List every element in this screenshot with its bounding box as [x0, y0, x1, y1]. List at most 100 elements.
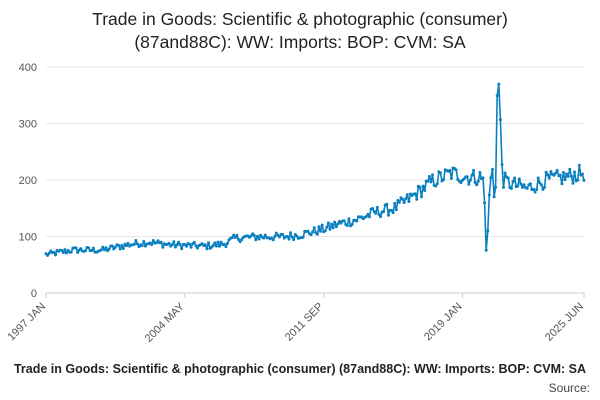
data-point	[454, 168, 458, 172]
data-point	[46, 253, 50, 257]
data-point	[180, 247, 184, 251]
data-point	[203, 243, 207, 247]
data-point	[151, 239, 155, 242]
data-point	[102, 248, 106, 252]
data-point	[374, 211, 378, 215]
data-point	[101, 245, 105, 249]
x-tick-label: 2004 MAY	[143, 300, 188, 345]
data-point	[254, 238, 258, 242]
data-point	[487, 193, 491, 197]
data-point	[413, 192, 417, 196]
data-point	[117, 243, 121, 247]
data-point	[554, 171, 558, 175]
data-point	[580, 172, 584, 176]
data-point	[427, 175, 431, 178]
data-point	[159, 240, 163, 244]
y-tick-label: 100	[19, 232, 37, 244]
data-point	[511, 180, 515, 184]
data-point	[492, 195, 496, 199]
data-point	[290, 235, 294, 239]
data-point	[178, 243, 182, 246]
data-point	[175, 243, 179, 247]
data-point	[184, 244, 188, 248]
data-point	[312, 226, 316, 230]
chart-title-line-1: Trade in Goods: Scientific & photographi…	[92, 9, 508, 29]
data-point	[342, 219, 346, 223]
data-point	[328, 227, 332, 231]
data-point	[336, 222, 340, 226]
data-point	[407, 200, 411, 203]
data-point	[431, 173, 434, 177]
data-point	[91, 246, 95, 250]
data-point	[506, 176, 510, 180]
data-point	[125, 244, 128, 248]
data-point	[65, 251, 68, 255]
data-point	[311, 230, 315, 234]
data-point	[230, 236, 234, 240]
data-point	[319, 229, 322, 233]
data-point	[216, 240, 220, 244]
data-point	[118, 247, 122, 251]
data-point	[470, 173, 474, 177]
data-point	[345, 224, 349, 227]
data-point	[255, 234, 259, 238]
data-point	[494, 185, 498, 189]
data-point	[549, 170, 553, 173]
y-tick-label: 400	[19, 62, 37, 74]
data-point	[262, 236, 266, 240]
data-point	[426, 179, 430, 183]
data-point	[371, 207, 375, 210]
data-point	[350, 223, 354, 226]
data-point	[121, 247, 125, 250]
data-point	[565, 172, 569, 176]
x-tick-label: 2025 JUN	[543, 301, 586, 344]
data-point	[60, 249, 64, 252]
data-point	[325, 225, 329, 229]
data-point	[347, 217, 351, 221]
data-point	[334, 225, 338, 229]
data-point	[126, 241, 130, 245]
data-point	[379, 215, 382, 219]
data-point	[566, 175, 570, 178]
data-point	[539, 183, 543, 187]
data-point	[214, 244, 218, 248]
data-point	[74, 246, 78, 250]
data-point	[448, 168, 452, 172]
data-point	[200, 242, 204, 246]
data-point	[167, 241, 171, 245]
data-point	[142, 240, 146, 243]
data-point	[263, 233, 267, 237]
data-point	[222, 242, 226, 246]
data-point	[295, 234, 299, 238]
data-point	[465, 175, 469, 179]
data-point	[543, 185, 547, 189]
data-point	[473, 180, 477, 184]
data-point	[330, 222, 334, 226]
footer-caption: Trade in Goods: Scientific & photographi…	[13, 362, 587, 376]
data-point	[63, 248, 67, 252]
x-tick-label: 2019 JAN	[422, 301, 465, 344]
data-point	[120, 244, 124, 247]
data-point	[107, 247, 111, 251]
data-point	[285, 235, 289, 238]
data-point	[320, 223, 324, 227]
data-point	[99, 248, 103, 252]
data-point	[161, 245, 165, 249]
data-point	[462, 177, 466, 181]
data-point	[429, 180, 433, 184]
data-point	[110, 244, 114, 248]
data-point	[224, 245, 228, 249]
data-point	[415, 197, 419, 201]
data-point	[377, 212, 381, 216]
data-point	[237, 238, 240, 241]
data-point	[47, 251, 51, 255]
data-point	[536, 176, 540, 180]
data-point	[555, 168, 559, 172]
data-point	[568, 167, 572, 171]
data-point	[189, 245, 193, 249]
data-point	[521, 185, 524, 189]
data-point	[301, 235, 305, 239]
data-point	[582, 178, 586, 182]
data-point	[309, 233, 313, 237]
data-point	[435, 182, 439, 186]
